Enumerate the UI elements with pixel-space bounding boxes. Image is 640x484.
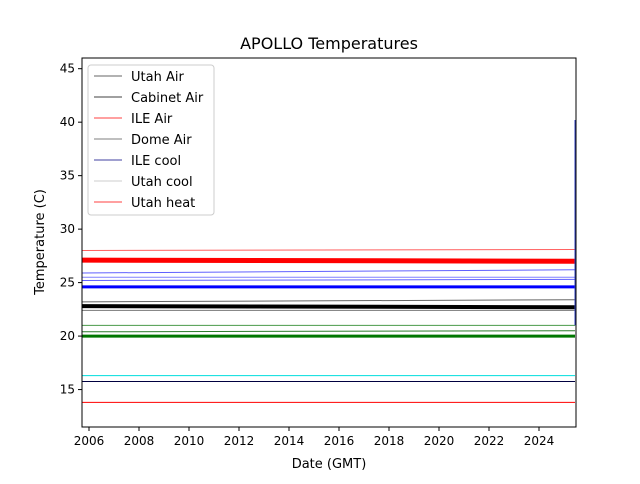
series-line-red-upper [81, 248, 576, 252]
plot-area [81, 120, 576, 403]
x-tick-label: 2016 [324, 434, 355, 448]
axes-frame [81, 57, 577, 428]
y-tick-label: 30 [60, 222, 75, 236]
legend-label: Utah heat [131, 196, 195, 211]
axis-ticks: 2006 2008 2010 2012 2014 2016 2018 2020 2022 2024… [60, 62, 555, 448]
legend-label: ILE Air [131, 112, 173, 127]
x-tick-label: 2010 [174, 434, 205, 448]
series-line-blue-low [81, 278, 576, 281]
y-tick-label: 15 [60, 383, 75, 397]
y-axis-label: Temperature (C) [33, 189, 48, 296]
legend-box [87, 64, 215, 216]
x-tick-label: 2018 [374, 434, 405, 448]
x-tick-label: 2008 [124, 434, 155, 448]
series-line-red-main [81, 257, 576, 264]
series-line-black-main [81, 304, 576, 310]
x-tick-label: 2024 [524, 434, 555, 448]
legend-label: ILE cool [131, 154, 181, 169]
x-axis-label: Date (GMT) [292, 457, 367, 472]
y-tick-label: 20 [60, 329, 75, 343]
chart-title: APOLLO Temperatures [240, 34, 418, 53]
legend-label: Cabinet Air [131, 91, 204, 106]
series-line-gray-upper [81, 299, 576, 303]
series-line-blue-upper [81, 269, 576, 274]
y-tick-label: 45 [60, 62, 75, 76]
legend-label: Utah cool [131, 175, 193, 190]
x-tick-label: 2012 [224, 434, 255, 448]
x-tick-label: 2014 [274, 434, 305, 448]
x-tick-label: 2020 [424, 434, 455, 448]
y-tick-label: 40 [60, 115, 75, 129]
legend-label: Utah Air [131, 70, 184, 85]
legend-label: Dome Air [131, 133, 192, 148]
legend: Utah Air Cabinet Air ILE Air Dome Air ILE co… [87, 64, 215, 216]
x-tick-label: 2022 [474, 434, 505, 448]
series-line-green-mid [81, 330, 576, 333]
y-tick-label: 25 [60, 276, 75, 290]
y-tick-label: 35 [60, 169, 75, 183]
x-tick-label: 2006 [74, 434, 105, 448]
